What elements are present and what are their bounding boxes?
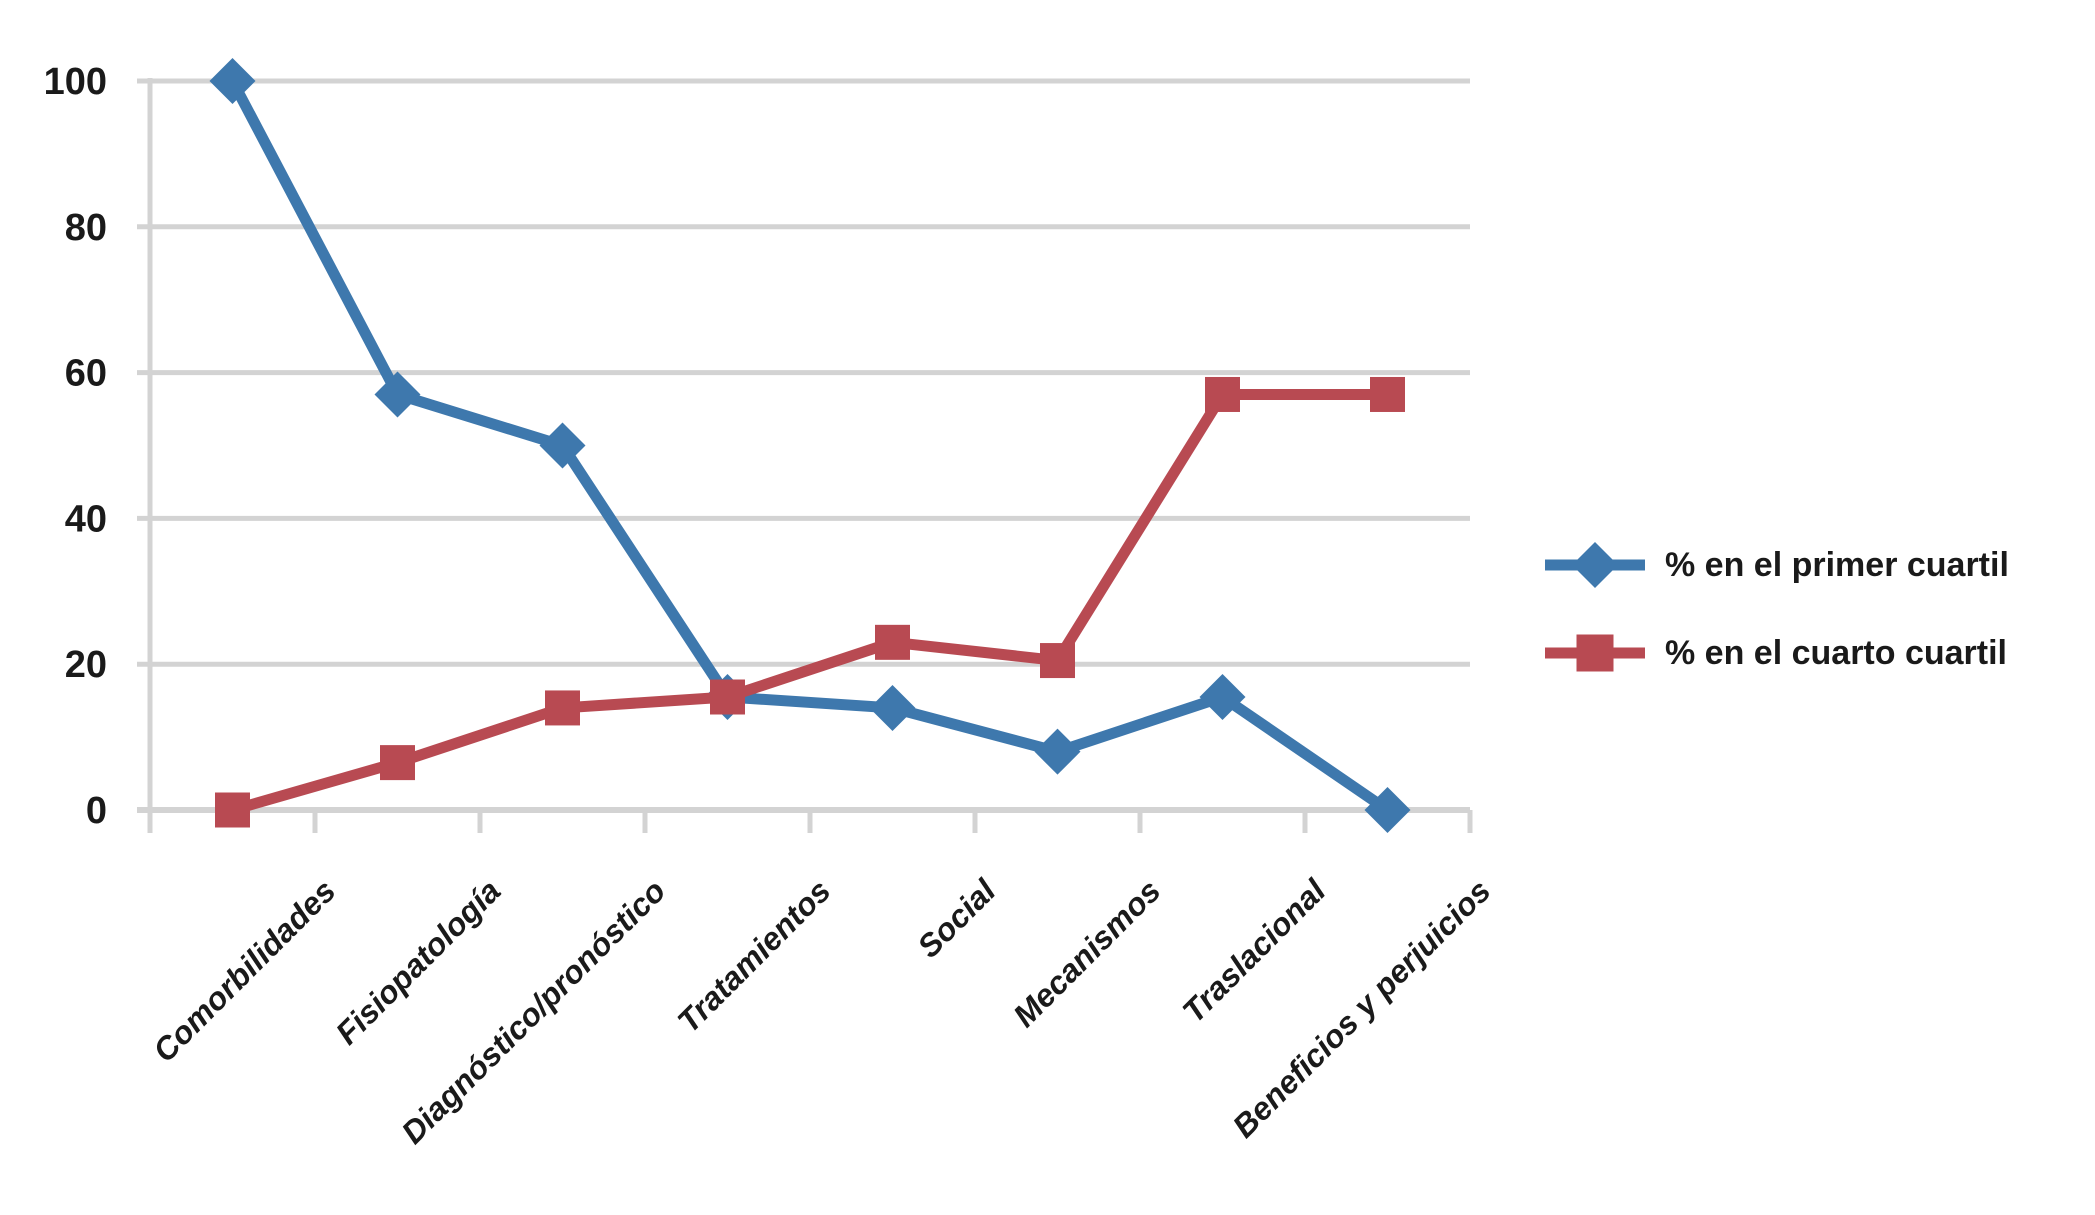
y-axis-tick-label: 20 [65, 644, 107, 686]
x-axis-category-label: Tratamientos [670, 872, 837, 1039]
data-point-marker-diamond [1572, 542, 1618, 588]
data-point-marker-diamond [1034, 728, 1081, 775]
legend-label-cuarto-cuartil: % en el cuarto cuartil [1665, 633, 2007, 672]
data-point-marker-diamond [1199, 674, 1246, 721]
x-axis-category-label: Social [910, 872, 1003, 965]
legend-item-cuarto-cuartil: % en el cuarto cuartil [1545, 622, 2009, 684]
series-line-0 [227, 78, 1391, 815]
data-point-marker-square [1040, 643, 1075, 679]
data-point-marker-diamond [209, 58, 256, 104]
data-point-marker-square [875, 624, 910, 660]
y-axis-tick-label: 40 [65, 498, 107, 540]
data-point-marker-square [215, 792, 250, 828]
data-point-marker-square [1576, 634, 1614, 672]
data-point-marker-square [380, 745, 415, 781]
legend-marker-diamond-icon [1545, 542, 1645, 588]
data-point-marker-diamond [374, 371, 421, 418]
y-axis-tick-label: 0 [86, 790, 107, 832]
x-axis-category-label: Diagnóstico/pronóstico [394, 872, 672, 1150]
x-axis-category-label: Mecanismos [1006, 872, 1167, 1033]
series-line-1 [230, 388, 1388, 816]
legend-item-primer-cuartil: % en el primer cuartil [1545, 534, 2009, 596]
y-axis-tick-label: 60 [65, 353, 107, 395]
x-axis-category-label: Fisiopatología [329, 872, 508, 1051]
data-point-marker-square [1370, 376, 1405, 412]
data-point-marker-diamond [1364, 787, 1411, 833]
legend-label-primer-cuartil: % en el primer cuartil [1665, 545, 2009, 584]
legend-marker-square-icon [1545, 634, 1645, 672]
data-point-marker-square [1205, 376, 1240, 412]
x-axis-category-label: Comorbilidades [146, 872, 342, 1068]
x-axis-category-label: Traslacional [1175, 872, 1333, 1030]
data-point-marker-diamond [869, 684, 916, 731]
data-point-marker-square [545, 690, 580, 726]
y-axis-tick-label: 100 [44, 61, 107, 103]
y-axis-tick-label: 80 [65, 207, 107, 249]
data-point-marker-square [710, 679, 745, 715]
data-point-marker-diamond [539, 422, 586, 469]
legend: % en el primer cuartil % en el cuarto cu… [1545, 534, 2009, 684]
